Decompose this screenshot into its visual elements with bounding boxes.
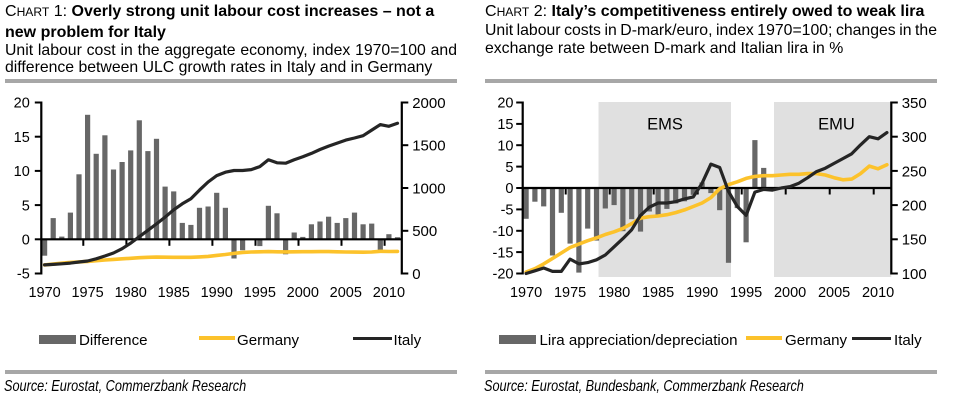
svg-text:-5: -5 (17, 267, 30, 283)
svg-text:0: 0 (505, 181, 513, 197)
svg-text:500: 500 (412, 223, 437, 240)
svg-text:-20: -20 (493, 267, 514, 283)
svg-text:1500: 1500 (412, 138, 445, 155)
svg-text:15: 15 (497, 117, 513, 133)
svg-text:1990: 1990 (201, 285, 233, 301)
svg-text:1990: 1990 (686, 285, 718, 301)
svg-text:350: 350 (902, 95, 927, 112)
svg-text:-10: -10 (493, 224, 514, 240)
svg-text:2005: 2005 (818, 285, 850, 301)
svg-text:2000: 2000 (287, 285, 319, 301)
svg-text:2010: 2010 (862, 285, 894, 301)
svg-text:-15: -15 (493, 245, 514, 261)
svg-text:0: 0 (22, 233, 30, 249)
svg-text:2005: 2005 (330, 285, 362, 301)
svg-text:10: 10 (497, 139, 513, 155)
svg-text:EMU: EMU (818, 115, 855, 133)
svg-text:1975: 1975 (71, 285, 103, 301)
svg-text:1970: 1970 (28, 285, 60, 301)
svg-text:EMS: EMS (647, 115, 683, 133)
svg-text:150: 150 (902, 232, 927, 249)
svg-text:1975: 1975 (554, 285, 586, 301)
svg-text:2000: 2000 (412, 95, 445, 112)
svg-text:250: 250 (902, 163, 927, 180)
svg-text:-5: -5 (501, 203, 514, 219)
svg-text:1000: 1000 (412, 180, 445, 197)
svg-text:1980: 1980 (115, 285, 147, 301)
svg-text:0: 0 (412, 266, 420, 283)
svg-text:10: 10 (14, 164, 30, 180)
svg-text:1970: 1970 (510, 285, 542, 301)
svg-text:100: 100 (902, 266, 927, 283)
svg-text:1980: 1980 (598, 285, 630, 301)
svg-text:20: 20 (14, 96, 30, 112)
svg-text:300: 300 (902, 129, 927, 146)
svg-text:20: 20 (497, 96, 513, 112)
svg-text:2000: 2000 (774, 285, 806, 301)
svg-text:5: 5 (505, 160, 513, 176)
svg-text:2010: 2010 (373, 285, 405, 301)
svg-text:15: 15 (14, 130, 30, 146)
svg-text:5: 5 (22, 198, 30, 214)
svg-text:200: 200 (902, 198, 927, 215)
svg-text:1995: 1995 (244, 285, 276, 301)
svg-text:1985: 1985 (158, 285, 190, 301)
svg-text:1985: 1985 (642, 285, 674, 301)
svg-text:1995: 1995 (730, 285, 762, 301)
